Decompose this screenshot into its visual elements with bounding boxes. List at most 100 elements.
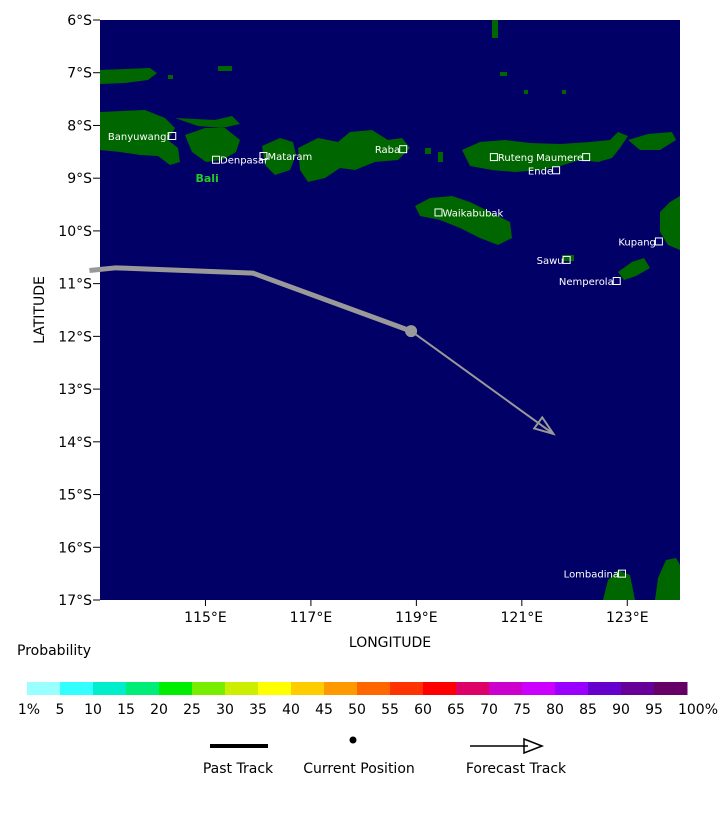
colorbar-swatch: [357, 682, 391, 695]
colorbar-label: 90: [612, 702, 630, 718]
colorbar-swatch: [126, 682, 160, 695]
colorbar-label: 85: [579, 702, 597, 718]
land-masses: [100, 20, 680, 600]
colorbar-swatch: [324, 682, 358, 695]
colorbar-swatch: [588, 682, 622, 695]
colorbar-swatch: [192, 682, 226, 695]
colorbar-swatch: [60, 682, 94, 695]
latitude-ticks: 6°S 7°S 8°S 9°S 10°S 11°S 12°S 13°S 14°S 15°S 16°S…: [58, 13, 100, 609]
colorbar-label: 75: [513, 702, 531, 718]
colorbar-label: 65: [447, 702, 465, 718]
place-marker: [259, 152, 268, 161]
colorbar-label: 5: [56, 702, 65, 718]
land-australia: [603, 570, 635, 600]
land-bali: [185, 128, 240, 162]
place-marker: [212, 155, 220, 164]
place-label: Waikabubak: [443, 208, 504, 219]
region-label-bali: Bali: [195, 172, 218, 185]
lat-tick-label: 12°S: [58, 329, 92, 345]
place-marker: [562, 255, 571, 264]
place-marker: [399, 145, 408, 154]
land-flores-east: [628, 132, 676, 150]
colorbar-swatch: [456, 682, 490, 695]
land-java-north: [100, 68, 157, 84]
colorbar-swatch: [390, 682, 424, 695]
colorbar-swatch: [258, 682, 292, 695]
colorbar-label: 50: [348, 702, 366, 718]
lat-tick-label: 7°S: [67, 66, 92, 82]
colorbar-label: 15: [117, 702, 135, 718]
land-islet: [524, 90, 528, 94]
place-label: Banyuwangi: [108, 132, 169, 143]
land-islet: [500, 72, 507, 76]
place-marker: [489, 153, 498, 162]
land-islet: [562, 255, 574, 261]
land-islet: [492, 20, 498, 38]
lat-tick-label: 15°S: [58, 488, 92, 504]
colorbar-swatch: [621, 682, 655, 695]
current-position-marker: [405, 325, 418, 338]
colorbar-label: 10: [84, 702, 102, 718]
place-marker: [552, 166, 561, 175]
probability-colorbar-labels: 1% 5 10 15 20 25 30 35 40 45 50 55 60 65 70 75 80 85 90 95 1…: [18, 702, 718, 718]
colorbar-swatch: [93, 682, 127, 695]
longitude-ticks: 115°E 117°E 119°E 121°E 123°E: [184, 600, 649, 626]
place-labels: Banyuwangi Denpasar Mataram Raba Ruteng Maume…: [108, 132, 663, 581]
colorbar-label: 55: [381, 702, 399, 718]
land-rote: [618, 258, 650, 280]
y-axis-title: LATITUDE: [32, 276, 48, 344]
colorbar-swatch: [654, 682, 688, 695]
place-marker: [168, 132, 177, 140]
lon-tick-label: 123°E: [606, 610, 649, 626]
place-label: Sawu: [537, 256, 564, 267]
current-position-key-dot: [349, 736, 357, 744]
colorbar-label: 30: [216, 702, 234, 718]
lat-tick-label: 17°S: [58, 593, 92, 609]
place-marker: [434, 208, 443, 217]
place-label: Denpasar: [220, 156, 269, 167]
lon-tick-label: 119°E: [395, 610, 438, 626]
colorbar-label: 60: [414, 702, 432, 718]
lon-tick-label: 121°E: [501, 610, 544, 626]
lat-tick-label: 16°S: [58, 540, 92, 556]
place-label: Mataram: [267, 152, 312, 163]
lat-tick-label: 13°S: [58, 382, 92, 398]
lon-tick-label: 117°E: [290, 610, 333, 626]
colorbar-label: 35: [249, 702, 267, 718]
place-label: Nemperola: [559, 277, 614, 288]
place-marker: [582, 153, 591, 162]
land-flores: [462, 132, 628, 172]
place-marker: [618, 569, 626, 578]
place-marker: [654, 237, 663, 246]
colorbar-label: 20: [150, 702, 168, 718]
lat-tick-label: 10°S: [58, 224, 92, 240]
colorbar-label: 1%: [18, 702, 40, 718]
land-australia: [655, 558, 680, 600]
probability-colorbar: [27, 682, 688, 695]
colorbar-swatch: [159, 682, 193, 695]
lat-tick-label: 6°S: [67, 13, 92, 29]
place-label: Ruteng: [498, 153, 534, 164]
land-islet: [218, 66, 232, 71]
colorbar-swatch: [489, 682, 523, 695]
land-islet: [438, 152, 443, 162]
lat-tick-label: 14°S: [58, 435, 92, 451]
land-lombok: [262, 138, 296, 175]
colorbar-swatch: [555, 682, 589, 695]
place-label: Maumere: [536, 153, 583, 164]
land-madura: [175, 116, 240, 128]
forecast-track-line: [410, 330, 555, 435]
land-sumbawa: [298, 130, 410, 182]
lat-tick-label: 11°S: [58, 277, 92, 293]
colorbar-swatch: [27, 682, 61, 695]
colorbar-swatch: [522, 682, 556, 695]
storm-tracks: [89, 265, 556, 436]
colorbar-label: 45: [315, 702, 333, 718]
past-track-line: [89, 265, 412, 334]
place-marker: [612, 277, 621, 285]
place-label: Ende: [528, 166, 553, 177]
forecast-track-key-label: Forecast Track: [466, 761, 567, 777]
x-axis-title: LONGITUDE: [349, 635, 431, 651]
colorbar-label: 95: [645, 702, 663, 718]
